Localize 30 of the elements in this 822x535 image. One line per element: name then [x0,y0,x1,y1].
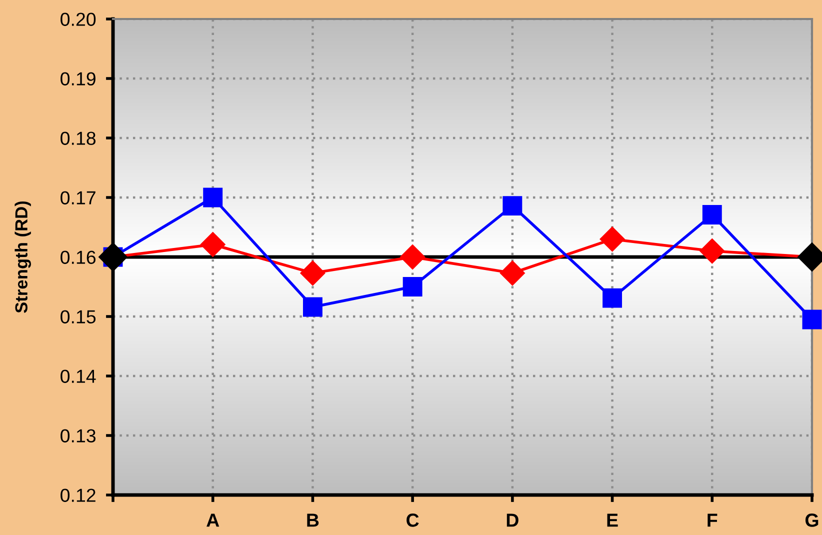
y-tick-label: 0.19 [60,72,96,86]
point [302,297,322,317]
y-tick-label: 0.16 [60,250,96,264]
point [203,188,223,208]
point [600,226,626,252]
y-tick-label: 0.17 [60,191,96,204]
y-tick-label: 0.18 [60,132,96,145]
point [602,288,622,308]
point [502,196,522,216]
x-tick-label: F [708,514,718,527]
point [500,260,526,286]
x-tick-label: C [406,514,419,527]
y-tick-label: 0.13 [60,429,96,442]
y-axis-title: Strength (RD) [14,201,31,313]
y-tick-label: 0.14 [60,370,96,383]
point [702,205,722,224]
point [802,310,822,330]
x-tick-label: G [805,514,818,527]
point [200,232,226,258]
y-tick-label: 0.12 [60,488,96,502]
point [699,238,725,264]
x-tick-label: A [206,514,220,527]
point [402,277,422,296]
x-tick-label: D [506,514,518,527]
y-tick-label: 0.20 [60,12,96,26]
point [400,244,426,270]
x-tick-label: B [307,514,319,527]
y-tick-label: 0.15 [60,310,96,324]
point [300,260,326,286]
x-tick-label: E [607,514,618,527]
